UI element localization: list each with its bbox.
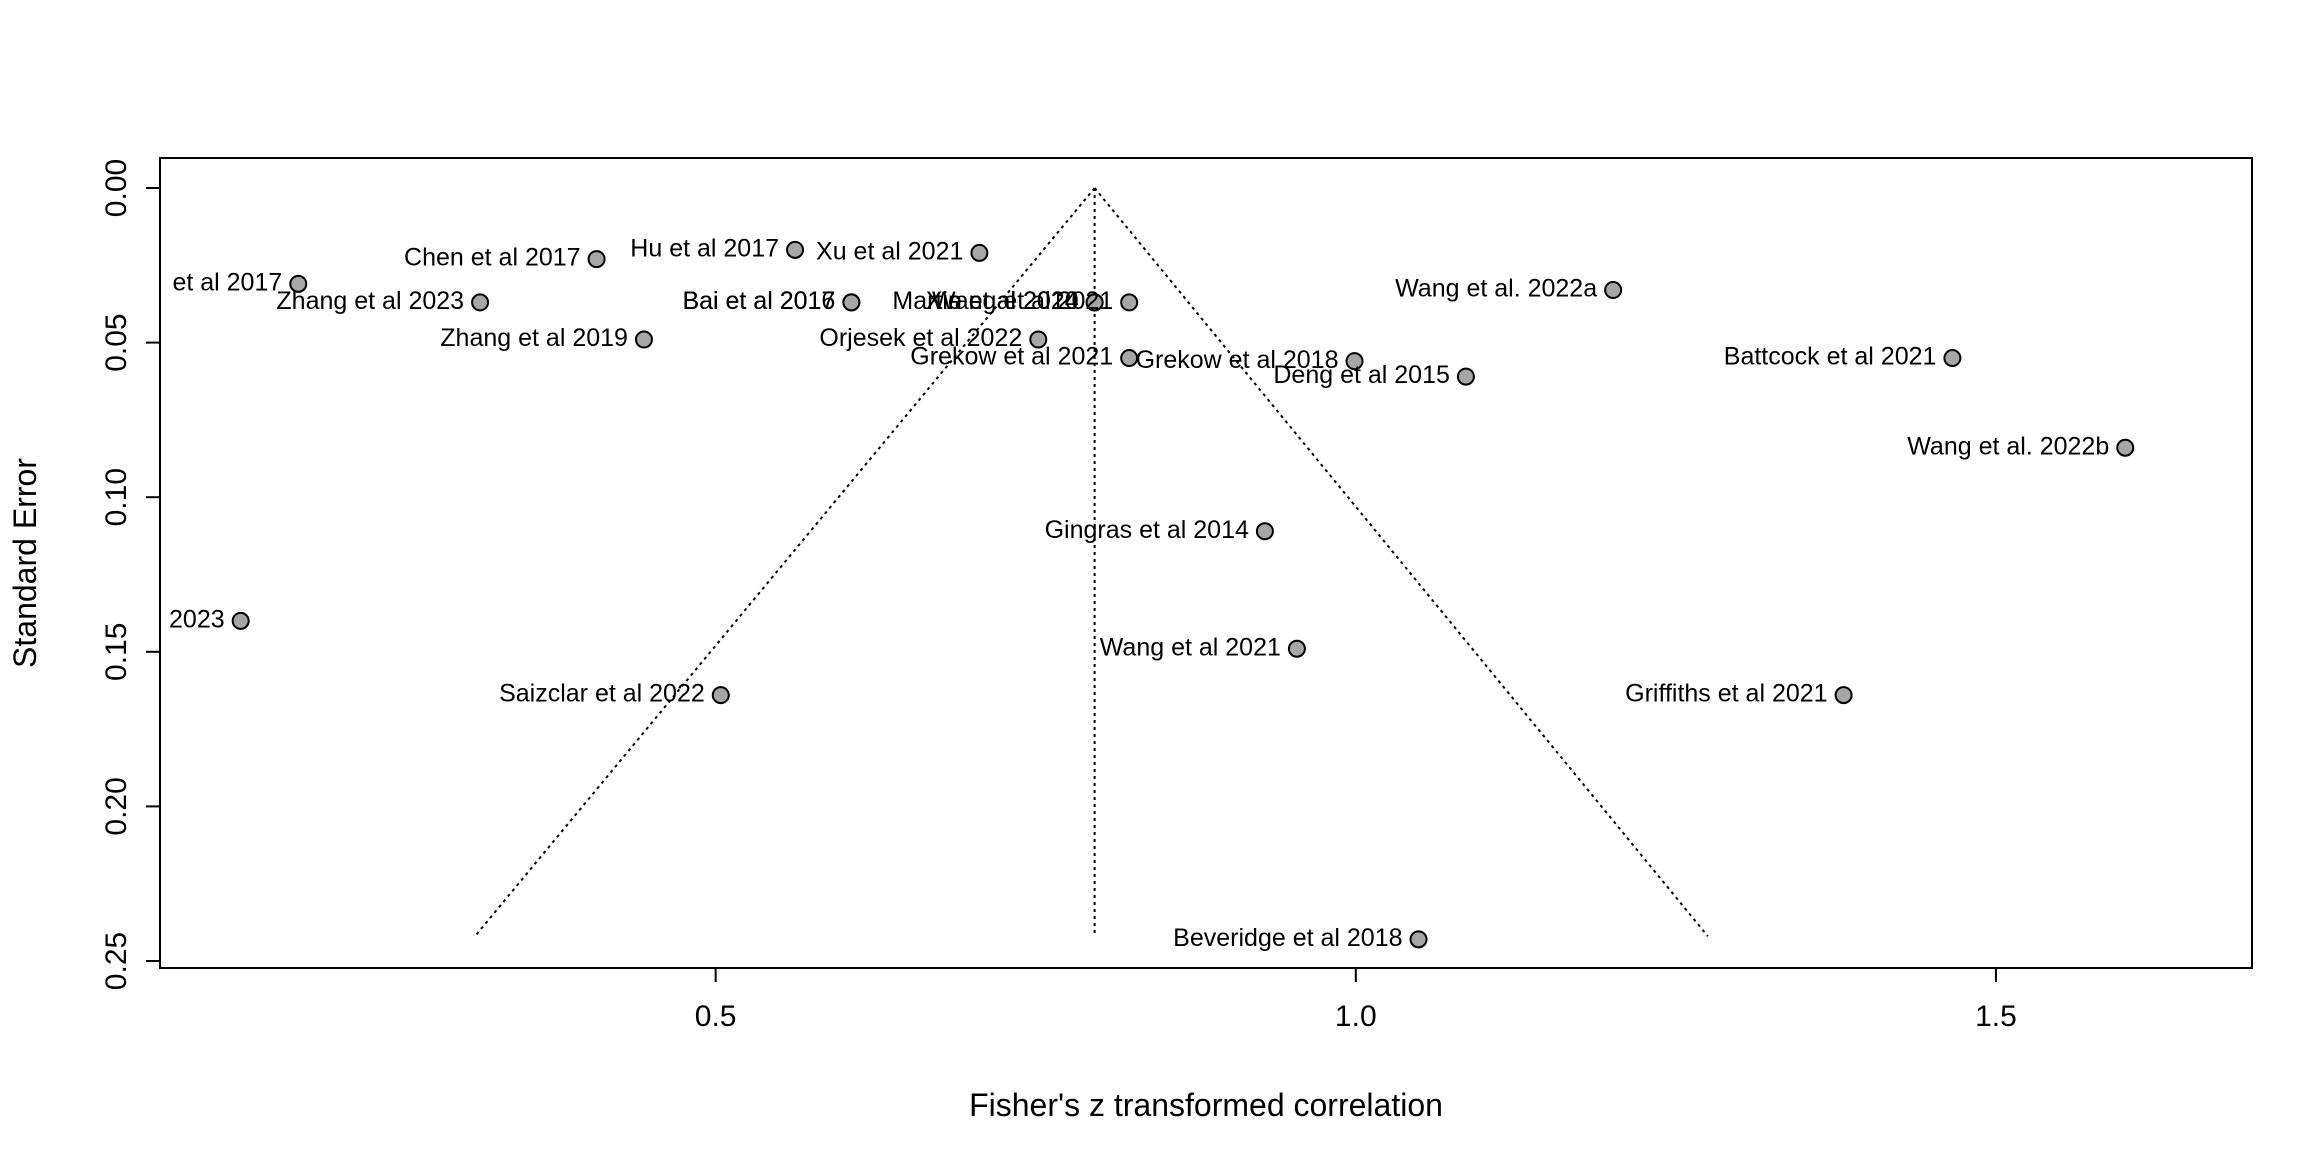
data-point-label: Beveridge et al 2018 — [1173, 924, 1402, 952]
data-point — [842, 293, 861, 312]
data-point-label: Xie et al 2020 — [926, 287, 1079, 315]
data-point — [786, 240, 805, 259]
funnel-left-line — [474, 187, 1096, 937]
data-point — [587, 250, 606, 269]
data-point — [1287, 639, 1306, 658]
y-tick-label: 0.20 — [100, 777, 133, 835]
data-point-label: Hu et al 2017 — [630, 234, 779, 262]
data-point-label: et al 2017 — [172, 268, 282, 296]
data-point-label: Battcock et al 2021 — [1724, 343, 1937, 371]
data-point-label: Xu et al 2021 — [816, 238, 963, 266]
data-point — [1604, 281, 1623, 300]
data-point-label: Grekow et al 2021 — [910, 343, 1113, 371]
y-axis: 0.00 0.05 0.10 0.15 0.20 0.25 — [100, 159, 160, 990]
data-point — [1456, 367, 1475, 386]
data-point — [1345, 352, 1364, 371]
x-axis-title: Fisher's z transformed correlation — [969, 1087, 1443, 1123]
data-point — [1409, 930, 1428, 949]
y-tick-label: 0.25 — [100, 932, 133, 990]
data-point — [289, 274, 308, 293]
data-point-label: Grekow et al 2018 — [1136, 346, 1339, 374]
data-point — [1085, 293, 1104, 312]
data-point — [711, 686, 730, 705]
data-point — [1255, 522, 1274, 541]
data-point-label: Martin et al 2014 — [892, 287, 1078, 315]
data-point-label: Wang et al. 2022a — [1395, 275, 1597, 303]
data-point-label: 2023 — [169, 605, 225, 633]
y-tick-label: 0.10 — [100, 468, 133, 526]
data-point-label: Gingras et al 2014 — [1045, 516, 1249, 544]
y-axis-title: Standard Error — [7, 458, 43, 668]
data-point — [634, 330, 653, 349]
y-tick-label: 0.00 — [100, 159, 133, 217]
data-point-label: Saizclar et al 2022 — [499, 680, 705, 708]
data-point-label: Wang et al. 2022b — [1907, 432, 2109, 460]
data-points: Hu et al 2017 Xu et al 2021 Chen et al 201… — [169, 234, 2135, 952]
data-point — [1943, 349, 1962, 368]
data-point — [471, 293, 490, 312]
x-tick-label: 0.5 — [695, 1000, 737, 1033]
data-point-label: Griffiths et al 2021 — [1625, 680, 1827, 708]
funnel-lines — [474, 187, 1709, 937]
data-point — [2116, 438, 2135, 457]
y-tick-label: 0.15 — [100, 623, 133, 681]
x-tick-label: 1.5 — [1975, 1000, 2017, 1033]
data-point-label: Chen et al 2017 — [404, 244, 581, 272]
data-point — [231, 611, 250, 630]
data-point-label: Bai et al 2016 — [682, 287, 835, 315]
data-point — [1120, 349, 1139, 368]
data-point-label: Zhang et al 2019 — [440, 324, 628, 352]
data-point — [1120, 293, 1139, 312]
data-point-label: Zhang et al 2023 — [276, 287, 464, 315]
x-tick-label: 1.0 — [1335, 1000, 1377, 1033]
plot-frame — [159, 157, 2253, 969]
data-point — [1834, 686, 1853, 705]
data-point-label: Bai et al 2017 — [682, 287, 835, 315]
y-tick-label: 0.05 — [100, 313, 133, 371]
data-point-label: Wang et al 2021 — [932, 287, 1113, 315]
data-point-label: Deng et al 2015 — [1273, 361, 1450, 389]
data-point-label: Orjesek et al 2022 — [819, 324, 1022, 352]
funnel-right-line — [1093, 187, 1709, 937]
data-point-label: Wang et al 2021 — [1100, 633, 1281, 661]
x-axis: 0.5 1.0 1.5 — [695, 968, 2017, 1033]
data-point — [1029, 330, 1048, 349]
data-point — [970, 243, 989, 262]
